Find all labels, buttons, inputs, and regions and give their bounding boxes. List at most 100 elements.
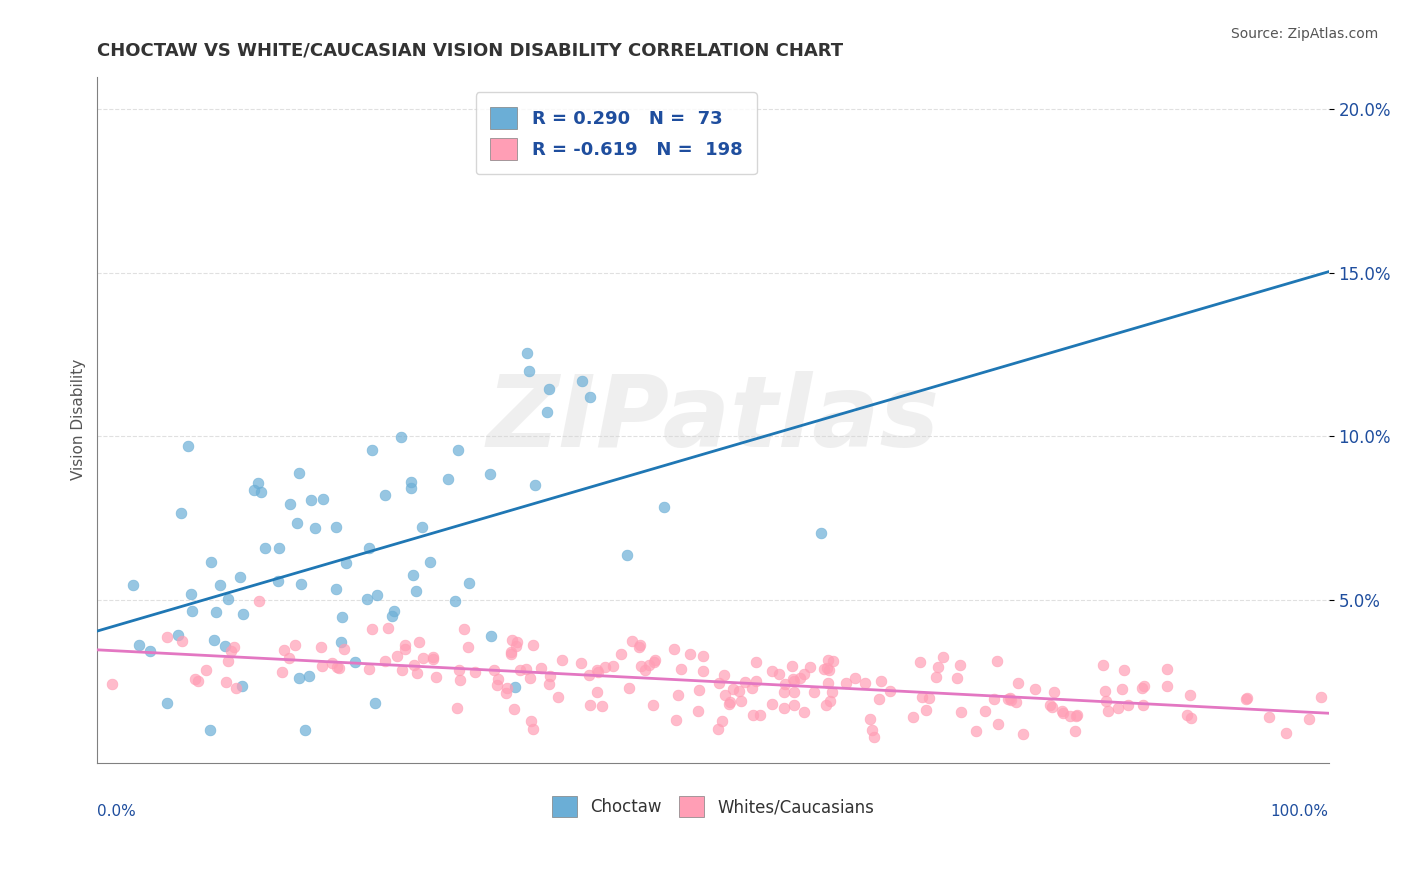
Point — [505, 639, 527, 653]
Point — [585, 663, 607, 677]
Point — [1052, 706, 1074, 720]
Point — [783, 684, 806, 698]
Point — [1094, 694, 1116, 708]
Point — [742, 707, 765, 722]
Point — [638, 658, 661, 673]
Point — [617, 681, 640, 696]
Point — [205, 605, 228, 619]
Point — [773, 677, 796, 691]
Point — [1310, 690, 1333, 704]
Point — [538, 669, 561, 683]
Text: 100.0%: 100.0% — [1271, 805, 1329, 820]
Point — [679, 647, 702, 661]
Point — [394, 641, 416, 656]
Text: ZIPatlas: ZIPatlas — [486, 371, 939, 468]
Point — [918, 691, 941, 706]
Point — [593, 660, 616, 674]
Point — [782, 672, 804, 686]
Point — [998, 690, 1021, 705]
Point — [495, 686, 517, 700]
Point — [652, 500, 675, 515]
Point — [139, 644, 162, 658]
Point — [250, 484, 273, 499]
Point — [515, 663, 537, 677]
Point — [505, 635, 527, 649]
Point — [381, 608, 404, 623]
Point — [356, 591, 378, 606]
Point — [1258, 710, 1281, 724]
Point — [457, 640, 479, 654]
Point — [644, 653, 666, 667]
Point — [1097, 704, 1119, 718]
Point — [783, 673, 806, 688]
Point — [479, 467, 502, 482]
Point — [219, 644, 242, 658]
Point — [325, 519, 347, 533]
Point — [101, 677, 124, 691]
Point — [773, 685, 796, 699]
Point — [326, 660, 349, 674]
Point — [578, 668, 600, 682]
Point — [932, 650, 955, 665]
Point — [187, 674, 209, 689]
Point — [374, 487, 396, 501]
Point — [170, 507, 193, 521]
Point — [749, 708, 772, 723]
Point — [422, 649, 444, 664]
Point — [271, 665, 294, 679]
Point — [501, 647, 523, 661]
Point — [156, 630, 179, 644]
Point — [412, 651, 434, 665]
Point — [166, 628, 188, 642]
Point — [385, 648, 408, 663]
Point — [246, 476, 269, 491]
Point — [620, 634, 643, 648]
Point — [1275, 725, 1298, 739]
Point — [1298, 712, 1320, 726]
Point — [879, 683, 901, 698]
Point — [519, 671, 541, 685]
Point — [357, 541, 380, 555]
Point — [717, 697, 740, 711]
Point — [536, 405, 558, 419]
Point — [821, 655, 844, 669]
Point — [294, 723, 316, 738]
Point — [335, 557, 357, 571]
Point — [229, 569, 252, 583]
Point — [870, 673, 893, 688]
Point — [863, 730, 886, 744]
Point — [330, 609, 353, 624]
Point — [714, 689, 737, 703]
Point — [692, 648, 714, 663]
Point — [311, 659, 333, 673]
Point — [288, 671, 311, 685]
Point — [1180, 710, 1202, 724]
Point — [734, 674, 756, 689]
Point — [643, 656, 665, 670]
Point — [266, 574, 288, 589]
Point — [170, 634, 193, 648]
Point — [815, 698, 838, 713]
Point — [924, 669, 946, 683]
Point — [374, 654, 396, 668]
Point — [910, 655, 932, 669]
Point — [630, 659, 652, 673]
Point — [128, 638, 150, 652]
Point — [222, 640, 245, 655]
Point — [859, 712, 882, 726]
Point — [987, 717, 1010, 731]
Point — [1066, 709, 1088, 723]
Point — [202, 632, 225, 647]
Point — [194, 663, 217, 677]
Point — [449, 673, 471, 688]
Point — [444, 594, 467, 608]
Point — [761, 664, 783, 678]
Point — [156, 696, 179, 710]
Point — [707, 676, 730, 690]
Point — [974, 704, 997, 718]
Point — [1066, 708, 1088, 723]
Point — [377, 621, 399, 635]
Point — [215, 675, 238, 690]
Point — [325, 582, 347, 596]
Point — [1050, 704, 1073, 718]
